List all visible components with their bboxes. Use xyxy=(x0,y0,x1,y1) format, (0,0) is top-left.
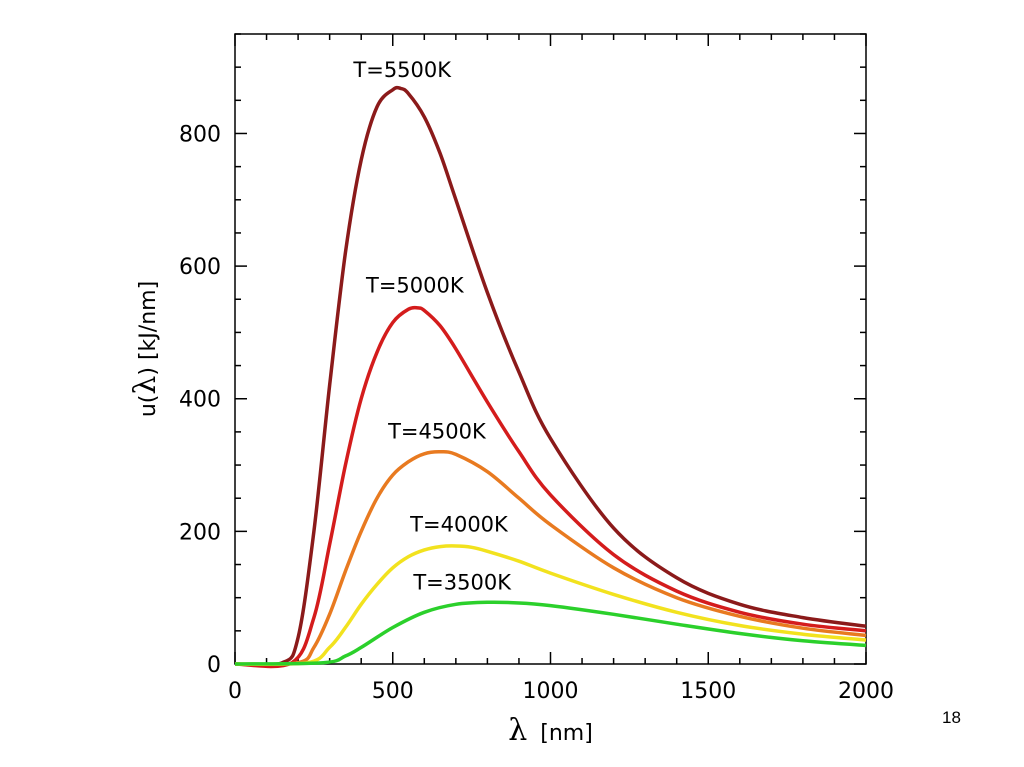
y-axis-suffix: ) [kJ/nm] xyxy=(136,281,161,376)
y-axis-prefix: u( xyxy=(136,395,161,418)
y-tick-label: 600 xyxy=(179,255,221,280)
curve-label: T=4000K xyxy=(409,512,509,536)
y-tick-label: 200 xyxy=(179,520,221,545)
x-axis-symbol: λ xyxy=(508,713,527,748)
curve-label: T=4500K xyxy=(387,420,487,444)
y-axis-symbol: λ xyxy=(128,376,163,395)
x-tick-label: 1000 xyxy=(523,679,579,704)
series-line-t-4500k xyxy=(234,450,867,667)
y-tick-label: 0 xyxy=(207,653,221,678)
x-tick-label: 2000 xyxy=(838,679,894,704)
series-line-t-5500k xyxy=(234,85,867,667)
page-number: 18 xyxy=(942,708,961,727)
axis-ticks xyxy=(234,33,867,665)
curve-label: T=3500K xyxy=(412,571,512,595)
x-axis-title: λ [nm] xyxy=(508,713,593,748)
tick-labels: 0 500 1000 1500 2000 0 200 400 600 800 xyxy=(179,122,894,704)
plot-frame xyxy=(234,33,867,665)
x-tick-label: 0 xyxy=(228,679,242,704)
series-line-t-4000k xyxy=(234,544,867,667)
x-tick-label: 500 xyxy=(372,679,414,704)
y-axis-title: u(λ) [kJ/nm] xyxy=(128,281,163,417)
x-axis-unit: [nm] xyxy=(540,721,593,746)
y-tick-label: 400 xyxy=(179,388,221,413)
curve-label: T=5000K xyxy=(365,274,465,298)
curve-labels: T=5500K T=5000K T=4500K T=4000K T=3500K xyxy=(352,58,512,595)
curves xyxy=(234,85,867,669)
series-line-t-3500k xyxy=(234,600,867,666)
series-line-t-5000k xyxy=(234,305,867,669)
x-tick-label: 1500 xyxy=(680,679,736,704)
y-tick-label: 800 xyxy=(179,122,221,147)
curve-label: T=5500K xyxy=(352,58,452,82)
